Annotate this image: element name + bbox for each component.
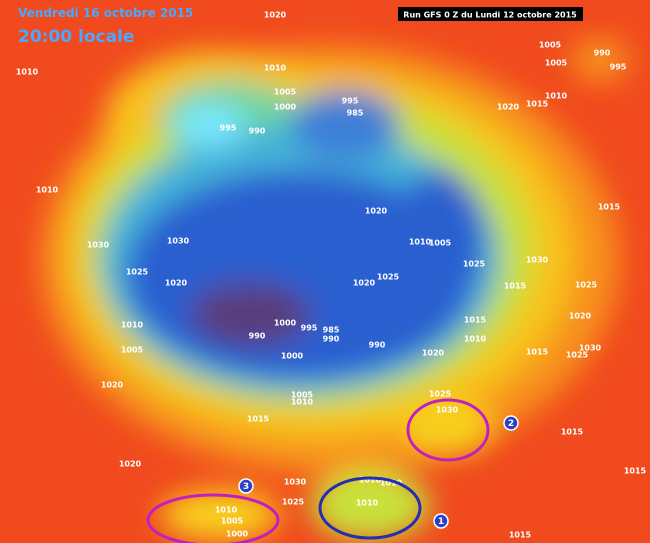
- isobar-label: 1010: [380, 479, 403, 488]
- isobar-label: 1010: [215, 506, 238, 515]
- isobar-label: 1000: [274, 103, 297, 112]
- isobar-label: 1000: [281, 352, 304, 361]
- isobar-label: 1010: [356, 499, 379, 508]
- isobar-label: 1015: [526, 100, 549, 109]
- isobar-label: 1025: [463, 260, 486, 269]
- isobar-label: 990: [369, 341, 386, 350]
- isobar-label: 1005: [121, 346, 144, 355]
- marker-label: 1: [438, 517, 444, 527]
- highlight-ellipse: [406, 398, 490, 462]
- isobar-label: 985: [323, 326, 340, 335]
- isobar-label: 1015: [504, 282, 527, 291]
- isobar-label: 1030: [284, 478, 307, 487]
- isobar-label: 1010: [464, 335, 487, 344]
- isobar-label: 1020: [422, 349, 445, 358]
- marker-circle: [433, 513, 449, 529]
- isobar-label: 1010: [359, 476, 382, 485]
- isobar-label: 1015: [624, 467, 647, 476]
- isobar-label: 1005: [429, 239, 452, 248]
- isobar-label: 1025: [126, 268, 149, 277]
- isobar-label: 1000: [274, 319, 297, 328]
- marker-label: 2: [508, 419, 514, 429]
- isobar-label: 1015: [561, 428, 584, 437]
- isobar-label: 1005: [545, 59, 568, 68]
- isobar-label: 1025: [566, 351, 589, 360]
- isobar-label: 1010: [409, 238, 432, 247]
- isobar-label: 990: [594, 49, 611, 58]
- isobar-label: 1030: [526, 256, 549, 265]
- isobar-label: 1025: [429, 390, 452, 399]
- isobar-label: 1025: [282, 498, 305, 507]
- marker-label: 3: [243, 482, 249, 492]
- isobar-label: 1000: [226, 530, 249, 539]
- pressure-field: [40, 38, 630, 540]
- isobar-label: 1005: [221, 517, 244, 526]
- isobar-label: 1020: [119, 460, 142, 469]
- isobar-label: 1030: [87, 241, 110, 250]
- isobar-label: 1030: [436, 406, 459, 415]
- isobar-label: 1020: [353, 279, 376, 288]
- isobar-label: 995: [220, 124, 237, 133]
- isobar-label: 1010: [545, 92, 568, 101]
- marker-circle: [503, 415, 519, 431]
- isobar-label: 1015: [509, 531, 532, 540]
- isobar-label: 1005: [291, 391, 314, 400]
- isobar-label: 990: [249, 127, 266, 136]
- isobar-label: 1005: [539, 41, 562, 50]
- isobar-label: 1010: [16, 68, 39, 77]
- isobar-label: 1015: [598, 203, 621, 212]
- time: 20:00 locale: [18, 27, 134, 47]
- highlight-ellipse: [318, 476, 422, 540]
- isobar-label: 1030: [579, 344, 602, 353]
- run-label: Run GFS 0 Z du Lundi 12 octobre 2015: [403, 11, 577, 20]
- isobar-label: 1030: [167, 237, 190, 246]
- isobar-label: 1015: [526, 348, 549, 357]
- marker-circle: [238, 478, 254, 494]
- isobar-label: 1010: [264, 64, 287, 73]
- isobar-label: 1020: [101, 381, 124, 390]
- isobar-label: 1020: [264, 11, 287, 20]
- isobar-label: 1010: [121, 321, 144, 330]
- isobar-label: 995: [301, 324, 318, 333]
- isobar-label: 985: [347, 109, 364, 118]
- isobar-label: 1025: [377, 273, 400, 282]
- isobar-label: 1020: [569, 312, 592, 321]
- isobar-label: 1010: [291, 398, 314, 407]
- isobar-label: 1020: [365, 207, 388, 216]
- title: Vendredi 16 octobre 2015: [18, 6, 193, 20]
- isobar-label: 995: [342, 97, 359, 106]
- isobar-label: 990: [323, 335, 340, 344]
- isobar-label: 1020: [497, 103, 520, 112]
- isobar-label: 995: [610, 63, 627, 72]
- isobar-label: 1025: [575, 281, 598, 290]
- run-box: [398, 7, 583, 21]
- isobar-label: 990: [249, 332, 266, 341]
- isobar-label: 1015: [247, 415, 270, 424]
- isobar-label: 1015: [464, 316, 487, 325]
- highlight-ellipse: [146, 493, 280, 543]
- isobar-label: 1020: [165, 279, 188, 288]
- isobar-label: 1005: [274, 88, 297, 97]
- isobar-label: 1010: [36, 186, 59, 195]
